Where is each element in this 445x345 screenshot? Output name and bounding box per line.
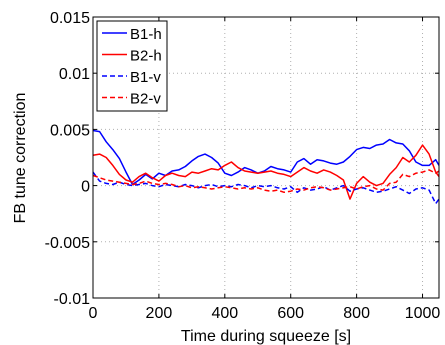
x-tick-label: 400 [211,305,238,322]
y-tick-label: 0 [81,179,90,196]
series-line-b2-v [92,169,440,194]
x-axis-label: Time during squeeze [s] [181,328,351,345]
legend-label-b2-v: B2-v [130,91,161,108]
y-tick-label: -0.005 [45,235,90,252]
series-line-b2-h [92,144,440,200]
x-tick-label: 600 [277,305,304,322]
legend-label-b1-v: B1-v [130,69,161,86]
series-line-b1-h [92,129,440,186]
legend-label-b2-h: B2-h [130,48,162,65]
legend-box [96,20,168,112]
x-tick-label: 0 [89,305,98,322]
y-tick-label: 0.015 [50,10,90,27]
legend: B1-h B2-h B1-v B2-v [96,20,168,112]
y-tick-label: -0.01 [54,291,91,308]
y-tick-label: 0.005 [50,122,90,139]
axis-ticks: 0 200 400 600 800 1000 -0.01 -0.005 0 0.005 0.01 0.… [45,10,441,322]
y-axis-label: FB tune correction [12,93,29,224]
legend-label-b1-h: B1-h [130,26,162,43]
y-tick-label: 0.01 [59,66,90,83]
series-line-b1-v [92,171,440,205]
x-tick-label: 1000 [405,305,441,322]
series-lines [92,129,440,205]
x-tick-label: 800 [343,305,370,322]
plot-frame [92,16,440,299]
x-tick-label: 200 [146,305,173,322]
